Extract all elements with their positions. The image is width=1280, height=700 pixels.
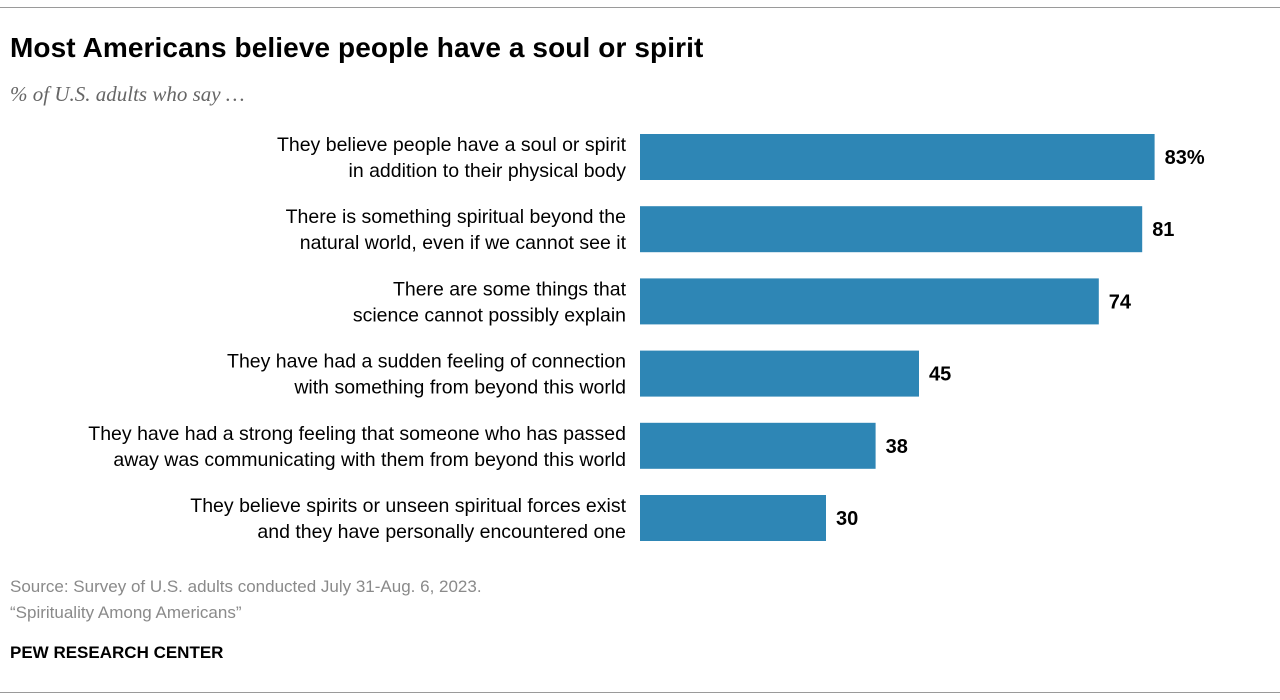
bar-6 xyxy=(640,495,826,541)
report-title-note: “Spirituality Among Americans” xyxy=(10,603,242,622)
category-label-line: They have had a strong feeling that some… xyxy=(88,423,626,445)
bar-1 xyxy=(640,134,1155,180)
bar-5 xyxy=(640,422,876,469)
category-label-line: in addition to their physical body xyxy=(348,160,626,182)
bar-value-label-6: 30 xyxy=(836,508,858,530)
category-label-1: They believe people have a soul or spiri… xyxy=(277,134,627,182)
category-label-line: natural world, even if we cannot see it xyxy=(300,232,627,254)
category-label-line: and they have personally encountered one xyxy=(257,521,626,543)
category-label-line: with something from beyond this world xyxy=(293,377,626,399)
bar-value-label-5: 38 xyxy=(886,436,908,458)
category-label-line: There is something spiritual beyond the xyxy=(286,206,626,228)
category-label-3: There are some things that science cannot… xyxy=(353,278,627,326)
bar-2 xyxy=(640,206,1143,253)
bar-4 xyxy=(640,350,919,397)
bar-value-label-2: 81 xyxy=(1152,219,1174,241)
bar-value-label-3: 74 xyxy=(1109,291,1132,313)
category-label-line: They have had a sudden feeling of connec… xyxy=(227,351,626,373)
category-label-line: They believe people have a soul or spiri… xyxy=(277,134,627,156)
bottom-rule xyxy=(0,692,1280,693)
brand-logo-text: PEW RESEARCH CENTER xyxy=(10,643,224,662)
top-rule xyxy=(0,7,1280,8)
bar-value-label-4: 45 xyxy=(929,364,951,386)
category-label-line: away was communicating with them from be… xyxy=(113,449,626,471)
bar-3 xyxy=(640,278,1099,325)
category-label-6: They believe spirits or unseen spiritual… xyxy=(190,495,626,543)
category-label-line: They believe spirits or unseen spiritual… xyxy=(190,495,626,517)
chart-subtitle: % of U.S. adults who say … xyxy=(10,82,245,106)
category-label-line: science cannot possibly explain xyxy=(353,304,626,326)
source-note: Source: Survey of U.S. adults conducted … xyxy=(10,577,482,596)
category-label-4: They have had a sudden feeling of connec… xyxy=(227,351,626,399)
chart-title: Most Americans believe people have a sou… xyxy=(10,32,704,63)
category-label-line: There are some things that xyxy=(393,278,627,300)
category-label-2: There is something spiritual beyond the n… xyxy=(286,206,627,254)
bar-value-label-1: 83% xyxy=(1165,147,1205,169)
category-label-5: They have had a strong feeling that some… xyxy=(88,423,626,471)
